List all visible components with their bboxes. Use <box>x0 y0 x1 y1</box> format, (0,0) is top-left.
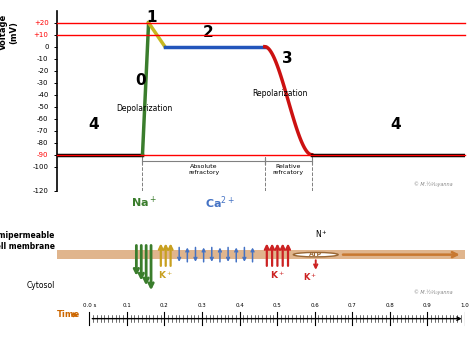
Text: Depolarization: Depolarization <box>117 104 173 113</box>
Text: 4: 4 <box>88 117 99 132</box>
Text: 2: 2 <box>202 25 213 40</box>
Text: 0.2: 0.2 <box>160 303 169 308</box>
Circle shape <box>293 252 338 257</box>
Text: Semipermeable
Cell membrane: Semipermeable Cell membrane <box>0 231 55 251</box>
Text: Repolarization: Repolarization <box>253 89 308 98</box>
Bar <box>57 250 465 259</box>
Text: Relative
refrcatory: Relative refrcatory <box>273 164 304 175</box>
Text: © M.½⅒yanna: © M.½⅒yanna <box>414 182 452 187</box>
Text: K$^+$: K$^+$ <box>302 271 317 283</box>
Text: 4: 4 <box>390 117 401 132</box>
Text: K$^+$: K$^+$ <box>270 269 285 281</box>
Text: ATP: ATP <box>309 252 322 257</box>
Text: 0.7: 0.7 <box>347 303 356 308</box>
Text: 0.9: 0.9 <box>423 303 431 308</box>
Text: © M.½⅒yanna: © M.½⅒yanna <box>414 289 452 295</box>
Text: 3: 3 <box>282 51 292 66</box>
Text: 0.0 s: 0.0 s <box>83 303 96 308</box>
Y-axis label: Voltage
(mV): Voltage (mV) <box>0 14 18 51</box>
Text: Absolute
refractory: Absolute refractory <box>188 164 219 175</box>
Text: Na$^+$: Na$^+$ <box>131 195 157 210</box>
Text: 0: 0 <box>135 73 146 88</box>
Text: Cytosol: Cytosol <box>27 281 55 290</box>
Text: 0.4: 0.4 <box>235 303 244 308</box>
Text: 1: 1 <box>146 10 157 25</box>
Text: 1.0: 1.0 <box>460 303 469 308</box>
Text: N$^+$: N$^+$ <box>315 228 328 240</box>
Text: Time: Time <box>57 310 80 319</box>
Text: 0.5: 0.5 <box>273 303 282 308</box>
Text: 0.8: 0.8 <box>385 303 394 308</box>
Text: 0.6: 0.6 <box>310 303 319 308</box>
Text: 0.1: 0.1 <box>123 303 131 308</box>
Text: Ca$^{2+}$: Ca$^{2+}$ <box>205 194 235 211</box>
Text: 0.3: 0.3 <box>198 303 206 308</box>
Text: K$^+$: K$^+$ <box>158 269 173 281</box>
